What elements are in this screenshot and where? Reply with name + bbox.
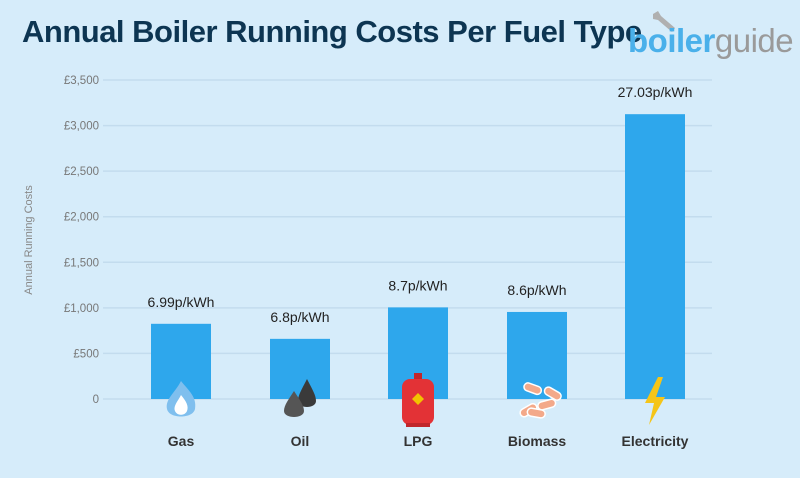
bar-electricity — [625, 114, 685, 399]
data-label: 6.8p/kWh — [270, 309, 329, 325]
y-tick-label: £3,500 — [64, 75, 99, 87]
lightning-bolt-icon — [645, 377, 665, 425]
x-tick-label: Biomass — [508, 433, 567, 449]
x-tick-label: LPG — [404, 433, 433, 449]
y-axis-label: Annual Running Costs — [23, 185, 35, 295]
wood-pellets-icon — [519, 382, 562, 419]
boilerguide-logo: boilerguide — [628, 22, 794, 59]
y-tick-label: £1,500 — [64, 257, 99, 269]
y-tick-label: 0 — [93, 394, 99, 406]
bar-oil — [270, 338, 330, 399]
oil-drops-icon — [284, 379, 316, 417]
x-tick-label: Gas — [168, 433, 195, 449]
y-tick-label: £2,000 — [64, 212, 99, 224]
y-tick-label: £3,000 — [64, 121, 99, 133]
data-label: 27.03p/kWh — [618, 84, 693, 100]
data-label: 6.99p/kWh — [148, 294, 215, 310]
flame-icon — [166, 381, 196, 417]
chart-title: Annual Boiler Running Costs Per Fuel Typ… — [22, 14, 642, 49]
data-label: 8.6p/kWh — [507, 282, 566, 298]
x-tick-label: Electricity — [622, 433, 689, 449]
y-tick-label: £1,000 — [64, 303, 99, 315]
gas-cylinder-icon — [402, 373, 434, 427]
wrench-icon — [653, 11, 675, 32]
x-tick-label: Oil — [291, 433, 310, 449]
y-tick-label: £500 — [73, 348, 99, 360]
y-tick-label: £2,500 — [64, 166, 99, 178]
data-label: 8.7p/kWh — [388, 277, 447, 293]
bar-biomass — [507, 311, 567, 399]
